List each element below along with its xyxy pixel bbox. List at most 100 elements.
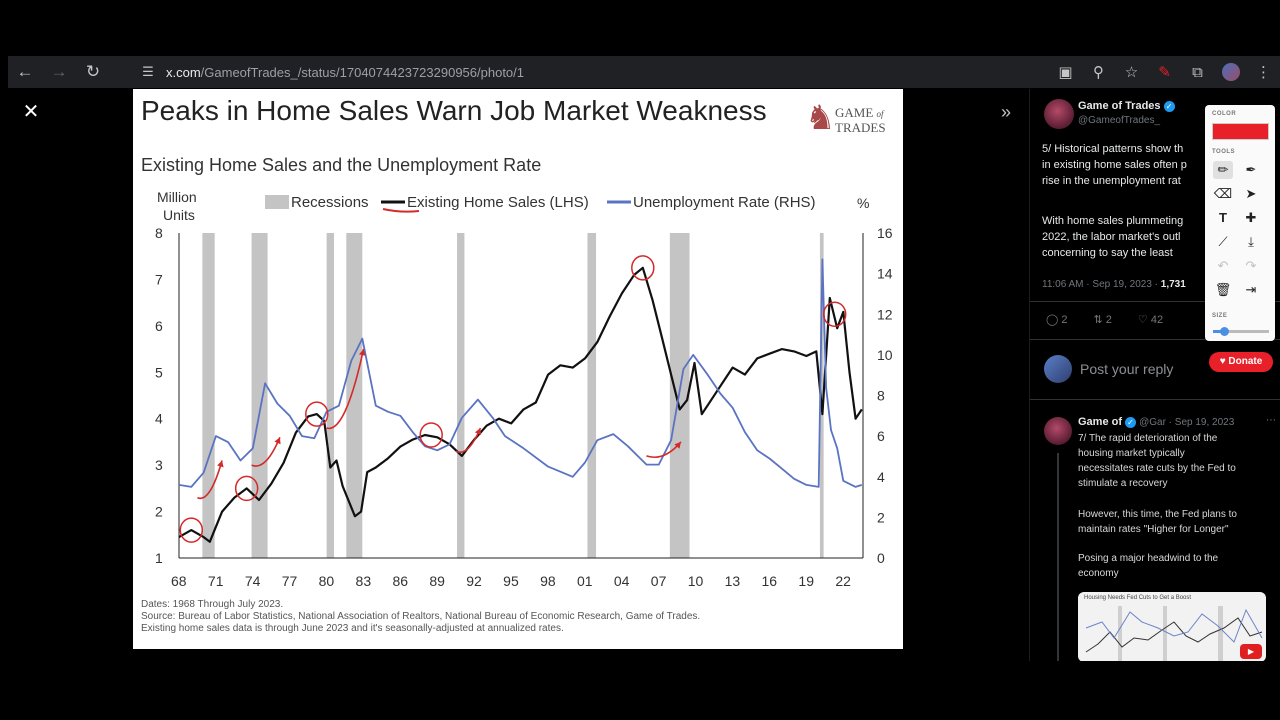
undo-icon[interactable]: ↶ bbox=[1217, 258, 1229, 273]
browser-toolbar: ← → ↻ ☰ x.com/GameofTrades_/status/17040… bbox=[8, 56, 1280, 88]
x-tick-label: 71 bbox=[208, 573, 224, 589]
x-tick-label: 74 bbox=[245, 573, 261, 589]
color-swatch[interactable] bbox=[1212, 123, 1269, 140]
recession-band bbox=[587, 233, 597, 558]
x-tick-label: 10 bbox=[688, 573, 704, 589]
chess-knight-icon: ♞ bbox=[805, 99, 836, 137]
slide-title: Peaks in Home Sales Warn Job Market Weak… bbox=[141, 95, 767, 126]
chart-title: Existing Home Sales and the Unemployment… bbox=[141, 155, 542, 175]
size-slider-knob[interactable] bbox=[1220, 327, 1230, 336]
annotation-arrowhead bbox=[274, 437, 281, 445]
annotation-circle bbox=[179, 517, 204, 543]
author-name-2[interactable]: Game of ✓ @Gar · Sep 19, 2023 bbox=[1078, 416, 1235, 428]
reload-icon[interactable]: ↻ bbox=[85, 62, 101, 81]
tweet2-text-3: Posing a major headwind to the economy bbox=[1078, 553, 1219, 579]
annotation-circle bbox=[822, 301, 847, 327]
tweet2-text: 7/ The rapid deterioration of the housin… bbox=[1078, 433, 1236, 489]
retweet-button[interactable]: ⇅ 2 bbox=[1093, 314, 1112, 326]
more-options-icon[interactable]: ⋯ bbox=[1266, 415, 1276, 426]
right-tick-label: 16 bbox=[877, 225, 893, 241]
browser-menu-icon[interactable]: ⋮ bbox=[1256, 64, 1271, 81]
close-photo-icon[interactable]: ✕ bbox=[22, 101, 40, 123]
zoom-icon[interactable]: ⚲ bbox=[1093, 64, 1104, 81]
annotation-circle bbox=[305, 401, 329, 427]
x-tick-label: 98 bbox=[540, 573, 556, 589]
forward-arrow-icon[interactable]: → bbox=[50, 62, 68, 81]
profile-avatar[interactable] bbox=[1214, 57, 1247, 87]
left-unit-label: Units bbox=[163, 207, 195, 223]
trash-icon[interactable]: 🗑 bbox=[1214, 282, 1232, 297]
reply-button[interactable]: ◯ 2 bbox=[1046, 314, 1068, 326]
x-tick-label: 89 bbox=[429, 573, 445, 589]
redo-icon[interactable]: ↷ bbox=[1245, 258, 1257, 273]
tweet-text: 5/ Historical patterns show th in existi… bbox=[1042, 143, 1187, 187]
donate-button[interactable]: ♥ Donate bbox=[1209, 352, 1273, 372]
footnote-line: Existing home sales data is through June… bbox=[141, 623, 564, 634]
like-button[interactable]: ♡ 42 bbox=[1137, 314, 1164, 326]
user-avatar bbox=[1044, 355, 1072, 383]
legend-label-unemployment: Unemployment Rate (RHS) bbox=[633, 194, 816, 211]
view-count: 1,731 bbox=[1160, 279, 1186, 290]
x-tick-label: 22 bbox=[835, 573, 851, 589]
tools-label: TOOLS bbox=[1212, 149, 1236, 155]
footnote-line: Source: Bureau of Labor Statistics, Nati… bbox=[141, 611, 701, 622]
x-tick-label: 86 bbox=[392, 573, 408, 589]
annotation-extension-icon[interactable]: ✎ bbox=[1158, 64, 1171, 81]
reply-input[interactable]: Post your reply bbox=[1080, 361, 1174, 377]
eraser-tool-icon[interactable]: ⌫ bbox=[1213, 186, 1233, 201]
recession-band bbox=[346, 233, 363, 558]
x-tick-label: 04 bbox=[614, 573, 630, 589]
marker-tool-icon[interactable]: ✒ bbox=[1245, 162, 1257, 177]
annotation-arrowhead bbox=[358, 349, 366, 356]
annotation-circle bbox=[631, 255, 655, 281]
right-tick-label: 0 bbox=[877, 550, 885, 566]
right-tick-label: 4 bbox=[877, 469, 885, 485]
recession-band bbox=[457, 233, 465, 558]
recession-band bbox=[326, 233, 335, 558]
address-bar[interactable]: ☰ x.com/GameofTrades_/status/17040744237… bbox=[136, 59, 1136, 85]
verified-badge-icon: ✓ bbox=[1125, 416, 1137, 428]
pencil-tool-icon[interactable]: ✏ bbox=[1213, 161, 1233, 179]
verified-badge-icon: ✓ bbox=[1163, 100, 1175, 112]
tweet-text-2: With home sales plummeting 2022, the lab… bbox=[1042, 215, 1184, 259]
left-unit-label: Million bbox=[157, 189, 197, 205]
tweet2-text-2: However, this time, the Fed plans to mai… bbox=[1078, 509, 1237, 535]
expand-panel-icon[interactable]: » bbox=[1000, 102, 1011, 122]
extensions-icon[interactable]: ⧉ bbox=[1192, 63, 1203, 81]
annotation-arrow bbox=[197, 460, 223, 500]
thread-line bbox=[1057, 453, 1059, 661]
author-name[interactable]: Game of Trades ✓ bbox=[1078, 100, 1175, 112]
left-tick-label: 7 bbox=[155, 271, 163, 287]
exit-icon[interactable]: ⇥ bbox=[1245, 282, 1257, 297]
x-tick-label: 13 bbox=[725, 573, 741, 589]
size-slider[interactable] bbox=[1213, 327, 1269, 336]
right-tick-label: 2 bbox=[877, 509, 885, 525]
author-avatar[interactable] bbox=[1044, 99, 1074, 129]
crosshair-tool-icon[interactable]: ✚ bbox=[1245, 210, 1257, 225]
back-arrow-icon[interactable]: ← bbox=[16, 62, 34, 81]
logo-of: of bbox=[876, 109, 884, 119]
line-tool-icon[interactable]: ⟋ bbox=[1218, 234, 1228, 249]
download-icon[interactable]: ⤓ bbox=[1248, 234, 1254, 249]
annotation-arrowhead bbox=[674, 441, 681, 449]
logo-line1: GAME bbox=[835, 105, 874, 120]
left-tick-label: 4 bbox=[155, 411, 163, 427]
x-tick-label: 68 bbox=[171, 573, 187, 589]
annotation-palette: COLOR TOOLS ✏ ✒ ⌫ ➤ T ✚ ⟋ ⤓ ↶ ↷ 🗑 ⇥ SIZE bbox=[1205, 105, 1275, 341]
url-path: /GameofTrades_/status/170407442372329095… bbox=[200, 64, 524, 80]
recession-band bbox=[202, 233, 215, 558]
author-handle[interactable]: @GameofTrades_ bbox=[1078, 115, 1161, 126]
x-tick-label: 16 bbox=[762, 573, 778, 589]
annotation-circle bbox=[419, 422, 443, 448]
author-avatar-2[interactable] bbox=[1044, 417, 1072, 445]
pointer-tool-icon[interactable]: ➤ bbox=[1245, 186, 1257, 201]
x-tick-label: 83 bbox=[356, 573, 372, 589]
youtube-icon[interactable]: ▶ bbox=[1240, 644, 1262, 659]
tweet2-chart-thumbnail[interactable]: Housing Needs Fed Cuts to Get a Boost ▶ bbox=[1078, 592, 1266, 661]
site-settings-icon[interactable]: ☰ bbox=[142, 64, 154, 79]
legend-swatch-recessions bbox=[265, 195, 289, 209]
text-tool-icon[interactable]: T bbox=[1219, 210, 1227, 225]
cast-icon[interactable]: ▣ bbox=[1058, 64, 1073, 81]
bookmark-star-icon[interactable]: ☆ bbox=[1124, 64, 1139, 81]
game-of-trades-logo: ♞ GAME of TRADES bbox=[805, 95, 895, 143]
